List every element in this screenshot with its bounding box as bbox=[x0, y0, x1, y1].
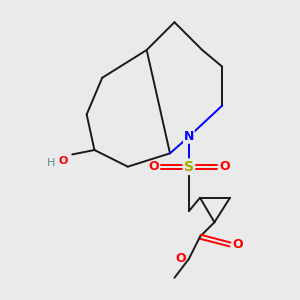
Text: N: N bbox=[184, 130, 194, 143]
Text: O: O bbox=[219, 160, 230, 173]
Text: O: O bbox=[148, 160, 159, 173]
Text: O: O bbox=[176, 252, 186, 266]
Text: H: H bbox=[47, 158, 55, 168]
Text: O: O bbox=[232, 238, 243, 251]
Text: S: S bbox=[184, 160, 194, 174]
Text: O: O bbox=[58, 156, 68, 166]
